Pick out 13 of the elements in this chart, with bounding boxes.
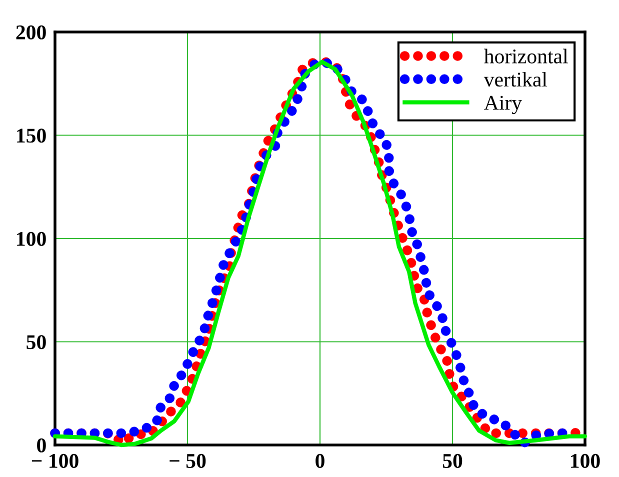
- y-tick-label: 100: [17, 232, 46, 246]
- legend-label: vertikal: [484, 72, 548, 87]
- x-tick-label: 0: [316, 454, 324, 468]
- x-tick-label: − 100: [32, 454, 78, 468]
- y-tick-label: 200: [16, 25, 46, 40]
- x-tick-label: 100: [571, 454, 600, 468]
- legend-label: Airy: [484, 96, 522, 114]
- y-tick-label: 150: [17, 128, 46, 143]
- y-tick-label: 50: [26, 335, 46, 350]
- x-tick-label: 50: [442, 454, 462, 468]
- legend-label: horizontal: [484, 48, 568, 64]
- x-tick-label: − 50: [170, 454, 206, 468]
- y-tick-label: 0: [37, 438, 46, 452]
